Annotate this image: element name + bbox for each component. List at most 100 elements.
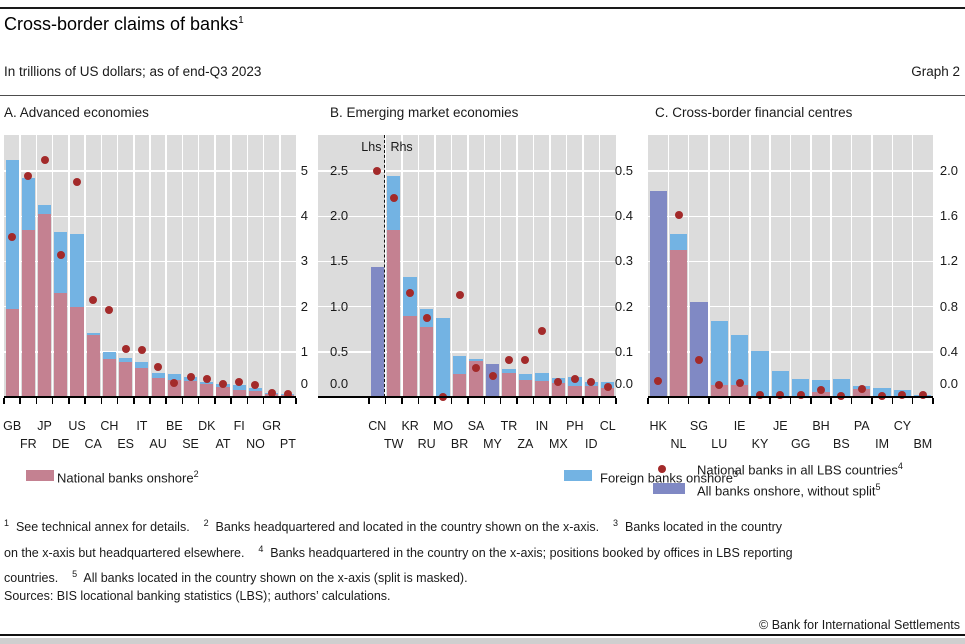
gridline-v [871,135,873,397]
bar-foreign-IE [730,334,749,385]
dot-PT [283,390,292,399]
gridline-h [318,351,616,353]
dot-PH [570,375,579,384]
bar-national-CA [86,335,100,397]
gridline-v [728,135,731,397]
x-tickmark [84,397,86,404]
lhs-rhs-divider [384,135,386,397]
x-label-GR: GR [262,419,282,433]
x-tickmark [789,397,792,404]
bar-national-LU [710,384,728,397]
y-tick-left-b-1.0: 1.0 [330,298,349,314]
legend-swatch-all-banks-nosplit [653,483,685,494]
x-label-AT: AT [215,437,231,451]
bar-foreign-FI [232,385,246,390]
dot-NO [251,380,260,389]
dot-IN [537,326,546,335]
y-tick-right-a-5: 5 [300,163,308,179]
dot-JE [776,390,785,399]
bar-national-SE [183,380,198,397]
dot-IM [878,391,887,400]
gridline-v [810,135,812,397]
gridline-v [181,135,184,397]
x-tickmark [450,397,453,404]
dot-CY [898,390,907,399]
x-label-SG: SG [689,419,708,433]
gridline-v [467,135,469,397]
x-label-ZA: ZA [517,437,534,451]
y-tick-right-b-0.1: 0.1 [614,343,633,359]
x-label-BE: BE [165,419,183,433]
x-tickmark [246,397,249,404]
x-tickmark [647,397,649,404]
dot-BM [918,390,927,399]
plot-a [4,135,296,399]
x-label-US: US [68,419,86,433]
x-tickmark [181,397,184,404]
x-label-IE: IE [733,419,746,433]
x-label-PA: PA [853,419,870,433]
bar-national-RU [419,326,434,397]
dot-SA [472,363,481,372]
gridline-v [582,135,584,397]
x-tickmark [483,397,486,404]
bar-foreign-SA [469,359,483,361]
bar-foreign-DK [200,381,214,385]
panel-title-a: A. Advanced economies [4,105,149,120]
gridline-v [35,135,38,397]
gridline-v [84,135,86,397]
bar-national-FI [232,389,246,397]
y-tick-left-b-0.5: 0.5 [330,343,349,359]
x-tickmark [708,397,710,404]
bar-foreign-ZA [518,374,533,380]
dot-MY [488,371,497,380]
x-label-RU: RU [417,437,436,451]
bottom-border-line [0,634,965,636]
bar-national-KR [403,315,417,397]
dot-BE [170,379,179,388]
dot-US [73,178,81,187]
bar-national-DE [54,293,68,397]
dot-KY [755,390,764,399]
gridline-h [318,260,616,263]
y-tick-right-a-2: 2 [300,298,308,314]
x-tickmark [911,397,914,404]
bar-national-AU [151,377,165,397]
x-label-FR: FR [19,437,37,451]
x-tickmark [100,397,103,404]
legend-label-national-lbs: National banks in all LBS countries4 [697,461,903,478]
x-label-CL: CL [599,419,616,433]
bar-foreign-GG [792,378,810,397]
x-tickmark [401,397,403,404]
bar-foreign-JE [771,371,789,397]
gridline-v [549,135,551,397]
x-tickmark [3,397,5,404]
dot-CN [373,167,382,176]
x-tickmark [230,397,232,404]
bar-national-CL [601,387,615,397]
gridline-v [532,135,535,397]
x-label-SE: SE [182,437,199,451]
footnotes: 1 See technical annex for details. 2 Ban… [4,513,962,590]
dot-GR [267,389,276,398]
x-label-CH: CH [100,419,119,433]
x-tickmark [368,397,370,404]
x-label-MX: MX [548,437,568,451]
y-tick-left-b-2.0: 2.0 [330,208,349,224]
x-tickmark [68,397,70,404]
graph-number-label: Graph 2 [911,64,960,79]
bar-nosplit-CN [370,266,384,397]
bar-foreign-BS [832,379,851,397]
x-label-FI: FI [233,419,245,433]
x-tickmark [810,397,812,404]
title-footnote-marker: 1 [238,15,244,26]
bar-national-IT [135,367,149,397]
bar-national-ES [119,361,133,397]
gridline-v [499,135,502,397]
dot-SE [186,373,195,382]
x-tickmark [667,397,670,404]
gridline-v [116,135,119,397]
bar-foreign-TW [386,175,401,230]
bar-foreign-ES [119,358,133,362]
footnote-line: 1 See technical annex for details. 2 Ban… [4,518,783,535]
